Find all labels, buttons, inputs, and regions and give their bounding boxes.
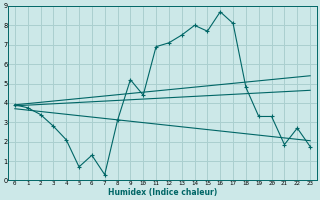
X-axis label: Humidex (Indice chaleur): Humidex (Indice chaleur) [108,188,217,197]
